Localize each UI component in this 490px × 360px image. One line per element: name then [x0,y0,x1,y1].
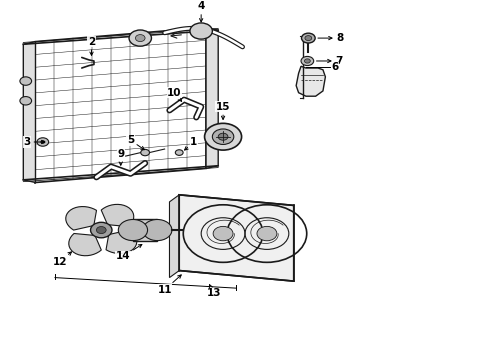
Circle shape [305,36,312,41]
Text: 8: 8 [318,33,343,43]
Polygon shape [206,27,218,168]
Polygon shape [24,42,35,183]
Circle shape [118,220,147,240]
Circle shape [129,30,151,46]
Polygon shape [101,204,134,226]
Circle shape [190,23,212,39]
Polygon shape [296,66,325,96]
Polygon shape [35,27,206,183]
Text: 9: 9 [117,149,124,165]
Text: 7: 7 [317,56,343,66]
Text: 11: 11 [157,275,181,295]
Circle shape [37,138,49,146]
Circle shape [175,150,183,156]
Circle shape [141,149,149,156]
Text: 5: 5 [127,135,145,150]
Polygon shape [179,195,294,281]
Text: 13: 13 [206,285,221,298]
Text: 3: 3 [24,137,45,147]
Circle shape [97,226,106,234]
Circle shape [40,140,45,144]
Polygon shape [170,195,179,278]
Circle shape [301,57,314,66]
Polygon shape [66,207,97,230]
Circle shape [257,226,277,241]
Circle shape [91,222,112,238]
Circle shape [218,133,228,140]
Circle shape [143,220,172,240]
Text: 14: 14 [116,244,142,261]
Text: 1: 1 [185,137,197,150]
Circle shape [20,96,31,105]
Circle shape [204,123,242,150]
Text: 12: 12 [52,252,72,267]
Circle shape [20,77,31,85]
Circle shape [304,59,310,63]
Circle shape [213,226,233,241]
Text: 10: 10 [167,88,182,102]
Text: 4: 4 [197,1,205,22]
Circle shape [301,33,315,43]
Polygon shape [133,220,157,240]
Polygon shape [69,234,101,256]
Polygon shape [106,230,137,253]
Text: 2: 2 [88,37,95,55]
Text: 15: 15 [216,102,230,120]
Text: 6: 6 [332,62,339,72]
Circle shape [135,35,145,41]
Circle shape [212,129,234,144]
